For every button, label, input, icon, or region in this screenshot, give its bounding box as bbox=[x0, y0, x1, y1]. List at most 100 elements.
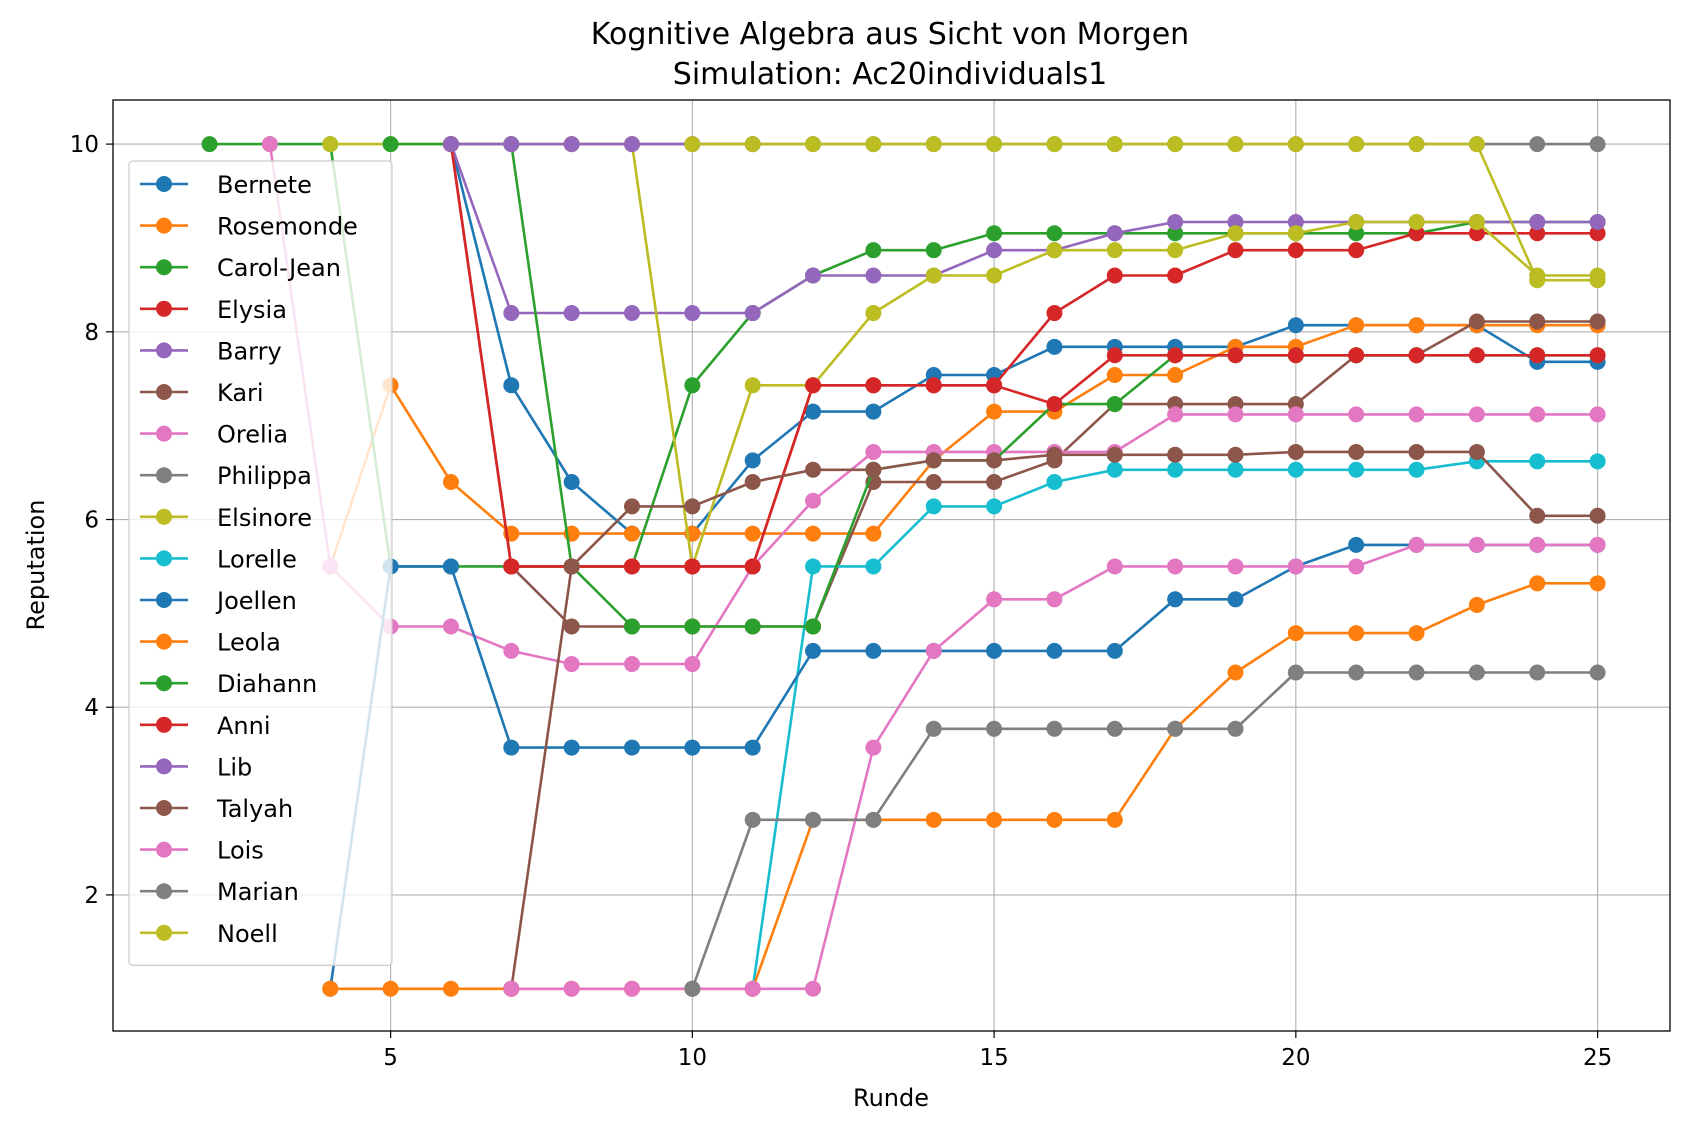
data-point-rosemonde bbox=[805, 525, 822, 542]
data-point-lois bbox=[805, 980, 822, 997]
data-point-lib bbox=[442, 136, 459, 153]
data-point-talyah bbox=[1408, 443, 1425, 460]
axis-ticks: 5 10 15 20 25 2 4 6 8 10 bbox=[70, 132, 1613, 1071]
legend-label: Lois bbox=[217, 837, 264, 865]
legend-marker bbox=[156, 716, 172, 733]
legend-marker bbox=[156, 425, 172, 442]
series-line-joellen bbox=[329, 543, 1598, 989]
data-point-joellen bbox=[805, 642, 822, 659]
data-point-elysia bbox=[1468, 225, 1485, 242]
data-point-lois bbox=[1287, 558, 1304, 575]
data-point-barry bbox=[503, 305, 520, 322]
legend-marker bbox=[156, 508, 172, 525]
data-point-elysia bbox=[1529, 225, 1546, 242]
data-point-philippa bbox=[1589, 136, 1606, 153]
data-point-anni bbox=[865, 377, 882, 394]
data-point-barry bbox=[1167, 214, 1184, 231]
data-point-barry bbox=[1227, 214, 1244, 231]
data-point-carol-jean bbox=[1046, 225, 1063, 242]
legend-entry-philippa: Philippa bbox=[140, 462, 312, 490]
data-point-barry bbox=[744, 305, 761, 322]
data-point-anni bbox=[1348, 347, 1365, 364]
data-point-joellen bbox=[1167, 591, 1184, 608]
data-point-lorelle bbox=[1287, 461, 1304, 478]
data-point-anni bbox=[624, 558, 640, 575]
data-point-orelia bbox=[1287, 406, 1304, 423]
y-tick-label: 10 bbox=[70, 132, 99, 158]
legend-label: Noell bbox=[217, 920, 278, 948]
data-point-anni bbox=[1589, 347, 1606, 364]
legend-label: Joellen bbox=[215, 587, 297, 615]
data-point-leola bbox=[382, 980, 399, 997]
data-point-carol-jean bbox=[1167, 225, 1184, 242]
data-point-lorelle bbox=[1046, 473, 1063, 490]
legend-entry-elsinore: Elsinore bbox=[140, 504, 312, 532]
data-point-bernete bbox=[744, 452, 761, 469]
data-point-diahann bbox=[382, 136, 399, 153]
data-point-elysia bbox=[1408, 225, 1425, 242]
legend-marker bbox=[156, 800, 172, 816]
legend-label: Elsinore bbox=[217, 504, 312, 532]
data-point-elsinore bbox=[1046, 242, 1063, 259]
data-point-marian bbox=[1468, 664, 1485, 681]
legend-marker bbox=[156, 883, 172, 900]
data-point-elysia bbox=[1227, 242, 1244, 259]
data-point-elsinore bbox=[1287, 225, 1304, 242]
data-point-noell bbox=[684, 136, 701, 153]
data-point-lib bbox=[503, 136, 520, 153]
y-axis-label: Reputation bbox=[22, 500, 50, 631]
data-point-lois bbox=[1046, 591, 1063, 608]
legend-box bbox=[128, 160, 393, 967]
data-point-orelia bbox=[1167, 406, 1184, 423]
data-point-anni bbox=[1046, 396, 1063, 413]
data-point-lorelle bbox=[1106, 461, 1123, 478]
data-point-anni bbox=[744, 558, 761, 575]
data-point-orelia bbox=[865, 443, 882, 460]
legend-entry-marian: Marian bbox=[140, 878, 299, 906]
data-point-orelia bbox=[1227, 406, 1244, 423]
data-point-anni bbox=[1106, 347, 1123, 364]
series-line-marian bbox=[691, 671, 1598, 990]
data-point-bernete bbox=[563, 473, 580, 490]
data-point-barry bbox=[624, 305, 640, 322]
data-point-barry bbox=[1589, 214, 1606, 231]
data-point-kari bbox=[1529, 313, 1546, 330]
data-point-marian bbox=[1529, 664, 1546, 681]
data-point-elsinore bbox=[1167, 242, 1184, 259]
data-point-anni bbox=[1167, 347, 1184, 364]
legend-label: Marian bbox=[217, 878, 299, 906]
data-point-talyah bbox=[563, 558, 580, 575]
legend-entry-leola: Leola bbox=[140, 629, 281, 657]
y-tick-label: 8 bbox=[84, 320, 99, 346]
data-point-elsinore bbox=[1227, 225, 1244, 242]
data-point-leola bbox=[1106, 811, 1123, 828]
legend-label: Kari bbox=[217, 379, 264, 407]
legend-marker bbox=[156, 550, 172, 567]
legend-entry-noell: Noell bbox=[140, 920, 278, 948]
legend: Bernete Rosemonde Carol-Jean Elysia Barry Kar… bbox=[128, 160, 393, 967]
data-point-joellen bbox=[503, 739, 520, 756]
chart-subtitle: Simulation: Ac20individuals1 bbox=[673, 57, 1107, 92]
data-point-noell bbox=[1046, 136, 1063, 153]
data-point-leola bbox=[1408, 625, 1425, 642]
legend-label: Lorelle bbox=[217, 545, 297, 573]
data-point-elsinore bbox=[865, 305, 882, 322]
data-point-leola bbox=[986, 811, 1003, 828]
data-point-orelia bbox=[261, 136, 278, 153]
legend-entry-carol-jean: Carol-Jean bbox=[140, 254, 341, 282]
data-point-lorelle bbox=[1167, 461, 1184, 478]
legend-entry-talyah: Talyah bbox=[140, 795, 293, 823]
data-point-kari bbox=[986, 473, 1003, 490]
data-point-rosemonde bbox=[1408, 317, 1425, 334]
legend-label: Bernete bbox=[217, 171, 312, 199]
x-tick-label: 15 bbox=[979, 1045, 1008, 1071]
data-point-marian bbox=[1589, 664, 1606, 681]
data-point-lois bbox=[1106, 558, 1123, 575]
data-point-lois bbox=[1408, 536, 1425, 553]
data-point-elsinore bbox=[1106, 242, 1123, 259]
data-point-talyah bbox=[624, 498, 640, 515]
data-point-noell bbox=[865, 136, 882, 153]
data-point-lorelle bbox=[865, 558, 882, 575]
data-point-lois bbox=[563, 980, 580, 997]
